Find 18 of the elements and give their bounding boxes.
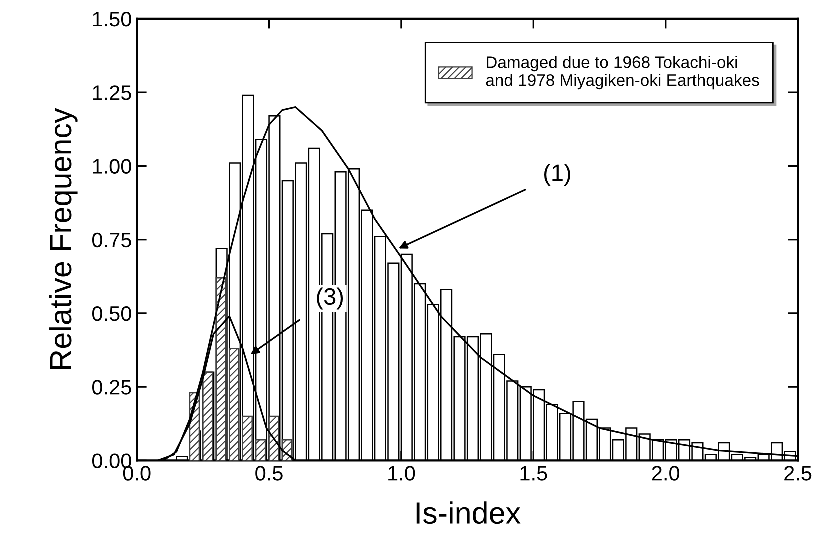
x-tick-label: 2.5 <box>784 466 812 481</box>
x-axis-title: Is-index <box>416 502 521 524</box>
annotation: (1) <box>544 164 570 186</box>
x-tick-label: 2.0 <box>652 466 680 481</box>
x-tick-label: 0.5 <box>256 466 283 481</box>
y-tick-label: 1.25 <box>93 86 132 100</box>
x-tick-label: 0.0 <box>123 466 151 481</box>
y-tick-label: 0.50 <box>92 306 132 322</box>
y-axis-title: Relative Frequency <box>49 108 78 369</box>
x-tick-label: 1.0 <box>388 466 416 481</box>
y-tick-label: 1.50 <box>93 12 132 27</box>
legend-label: Damaged due to 1968 Tokachi-oki and 1978 Miyagiken-oki Earthquakes <box>486 56 760 90</box>
y-tick-label: 1.00 <box>93 159 132 174</box>
x-tick-label: 1.5 <box>520 466 548 481</box>
annotation: (3) <box>317 288 344 310</box>
y-tick-label: 0.00 <box>92 454 132 468</box>
y-tick-label: 0.75 <box>92 232 132 248</box>
y-tick-label: 0.25 <box>92 380 132 395</box>
